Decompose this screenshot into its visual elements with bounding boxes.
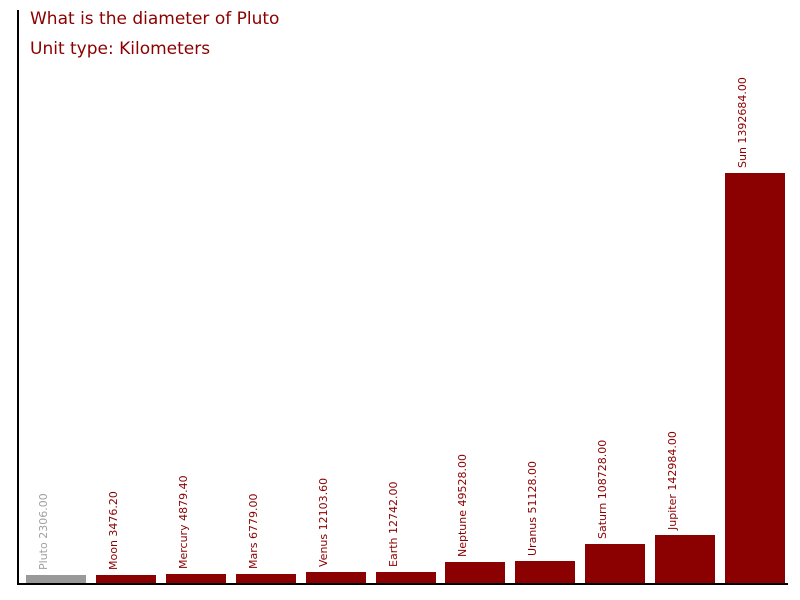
bar-mars [236, 574, 296, 583]
bar-label-mars: Mars 6779.00 [246, 493, 260, 569]
bar-label-sun: Sun 1392684.00 [735, 77, 749, 168]
bar-label-moon: Moon 3476.20 [106, 491, 120, 570]
bar-venus [306, 572, 366, 583]
chart-title: What is the diameter of Pluto [30, 9, 280, 29]
bar-saturn [585, 544, 645, 583]
bar-moon [96, 575, 156, 583]
bar-mercury [166, 574, 226, 583]
bar-label-mercury: Mercury 4879.40 [176, 475, 190, 569]
bar-jupiter [655, 535, 715, 583]
bar-label-uranus: Uranus 51128.00 [525, 461, 539, 556]
y-axis-line [17, 10, 19, 585]
bar-label-pluto: Pluto 2306.00 [36, 493, 50, 570]
bar-sun [725, 173, 785, 583]
bar-label-jupiter: Jupiter 142984.00 [665, 431, 679, 530]
x-axis-line [17, 583, 788, 585]
bar-uranus [515, 561, 575, 583]
bar-label-neptune: Neptune 49528.00 [455, 454, 469, 557]
bar-label-earth: Earth 12742.00 [386, 481, 400, 567]
bar-neptune [445, 562, 505, 583]
chart-subtitle: Unit type: Kilometers [30, 39, 211, 59]
bar-label-saturn: Saturn 108728.00 [595, 439, 609, 539]
bar-pluto [26, 575, 86, 583]
bar-label-venus: Venus 12103.60 [316, 477, 330, 567]
bar-earth [376, 572, 436, 583]
